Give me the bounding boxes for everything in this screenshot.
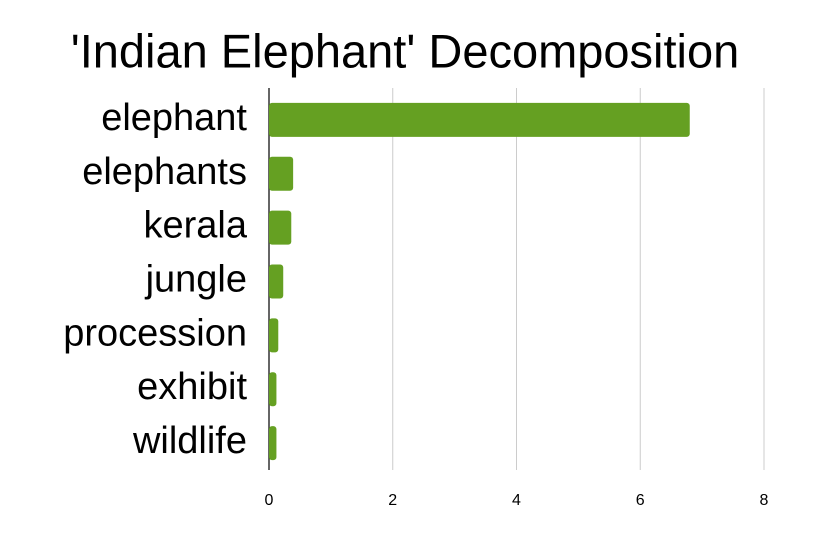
bar bbox=[269, 264, 284, 299]
y-tick-label: wildlife bbox=[132, 420, 247, 462]
y-tick-label: kerala bbox=[144, 205, 248, 247]
bar bbox=[269, 426, 277, 461]
bar bbox=[269, 102, 690, 137]
x-tick-label: 2 bbox=[388, 492, 397, 509]
bar bbox=[269, 318, 279, 353]
y-tick-label: elephants bbox=[82, 151, 247, 193]
y-tick-label: procession bbox=[63, 312, 247, 354]
x-tick-label: 4 bbox=[512, 492, 521, 509]
x-tick-label: 6 bbox=[636, 492, 645, 509]
chart-title: 'Indian Elephant' Decomposition bbox=[71, 24, 740, 77]
y-tick-label: jungle bbox=[145, 259, 247, 301]
bar bbox=[269, 372, 277, 407]
x-tick-label: 8 bbox=[760, 492, 769, 509]
y-tick-label: exhibit bbox=[137, 366, 247, 408]
y-tick-label: elephant bbox=[101, 97, 247, 139]
bar bbox=[269, 156, 294, 191]
bar bbox=[269, 210, 292, 245]
x-tick-label: 0 bbox=[265, 492, 274, 509]
